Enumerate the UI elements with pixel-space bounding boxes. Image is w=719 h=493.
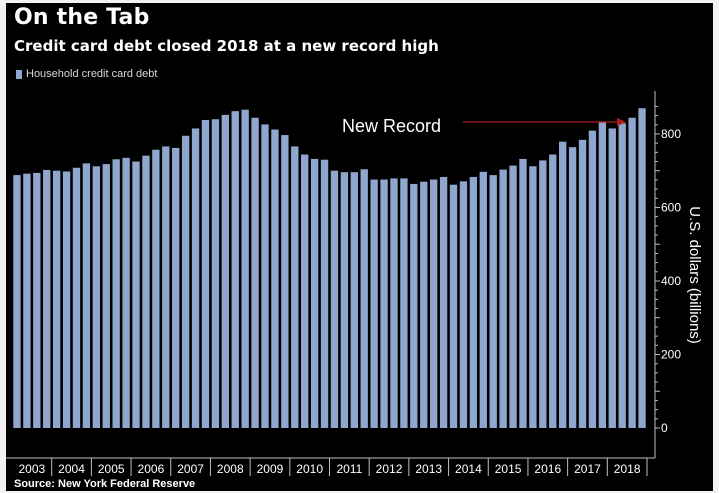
bar [400, 178, 408, 428]
bar [112, 159, 120, 428]
bar [162, 146, 170, 428]
bar [92, 166, 101, 429]
bar [568, 147, 577, 428]
bar [499, 169, 507, 428]
x-tick-label: 2012 [376, 462, 403, 476]
x-tick-label: 2006 [138, 462, 165, 476]
bar [122, 157, 130, 429]
bar [509, 165, 517, 428]
bar [261, 124, 269, 428]
bar [320, 159, 329, 429]
bar [102, 164, 110, 428]
bar [529, 166, 537, 429]
bar [350, 172, 358, 428]
legend-label: Household credit card debt [26, 68, 158, 80]
bar [201, 119, 210, 428]
bar [598, 121, 607, 429]
bar [469, 176, 478, 428]
bar [33, 172, 41, 428]
bar [142, 155, 150, 428]
annotation-arrow-head [617, 118, 626, 126]
source-note: Source: New York Federal Reserve [14, 478, 196, 490]
bar [231, 111, 239, 429]
bar [608, 128, 616, 428]
y-tick-label: 800 [661, 127, 681, 141]
bar [291, 146, 299, 428]
x-tick-label: 2004 [58, 462, 85, 476]
bar [52, 170, 61, 428]
bar [380, 179, 388, 428]
bar [172, 147, 180, 428]
bar [191, 128, 200, 428]
bar [211, 119, 220, 429]
bar [23, 173, 31, 428]
y-tick-label: 400 [661, 274, 681, 288]
x-tick-label: 2003 [18, 462, 45, 476]
bar [181, 135, 190, 428]
bar [62, 171, 71, 428]
x-tick-label: 2013 [415, 462, 442, 476]
bar [410, 183, 418, 428]
x-tick-label: 2007 [177, 462, 204, 476]
bar [132, 161, 140, 428]
bar [459, 181, 468, 428]
bar [221, 114, 229, 429]
bar [449, 184, 458, 428]
bar [72, 167, 81, 429]
bar [628, 117, 636, 428]
bar [588, 130, 597, 428]
bar [330, 170, 339, 428]
x-tick-label: 2015 [495, 462, 522, 476]
bar [618, 123, 626, 428]
chart-subtitle: Credit card debt closed 2018 at a new re… [14, 37, 439, 55]
bar [13, 175, 21, 428]
chart-frame: On the Tab Credit card debt closed 2018 … [6, 3, 713, 491]
bar [439, 176, 448, 428]
bar [271, 129, 279, 428]
legend: Household credit card debt [16, 68, 157, 80]
bar [558, 141, 567, 429]
x-tick-label: 2005 [98, 462, 125, 476]
bar [241, 109, 249, 428]
bar [370, 179, 378, 428]
legend-swatch [16, 69, 22, 79]
chart-title: On the Tab [14, 5, 150, 30]
bar [430, 179, 438, 428]
y-tick-label: 0 [661, 421, 668, 435]
x-tick-label: 2008 [217, 462, 244, 476]
bar [479, 171, 487, 428]
bar [152, 149, 160, 429]
bar [340, 172, 349, 428]
x-tick-label: 2018 [614, 462, 641, 476]
x-tick-label: 2014 [455, 462, 482, 476]
x-tick-label: 2017 [574, 462, 601, 476]
y-axis-title: U.S. dollars (billions) [686, 206, 703, 344]
bar [82, 163, 91, 428]
bar [549, 154, 557, 428]
chart-plot: 0 200 400 600 800 U.S. dollars (billions) 2003… [6, 91, 703, 476]
bar [539, 160, 547, 428]
bar [281, 135, 289, 428]
y-tick-label: 600 [661, 200, 681, 214]
bar [251, 117, 259, 428]
bar [310, 158, 319, 428]
bar [420, 181, 428, 428]
x-tick-label: 2010 [296, 462, 323, 476]
x-tick-label: 2009 [257, 462, 284, 476]
bar [489, 175, 497, 428]
x-tick-label: 2016 [534, 462, 561, 476]
bar [390, 178, 398, 428]
x-tick-label: 2011 [336, 462, 362, 476]
annotation-label: New Record [342, 116, 441, 136]
y-tick-label: 200 [661, 347, 681, 361]
bar [519, 158, 527, 428]
bar [43, 169, 51, 428]
bar [578, 139, 587, 428]
bar [301, 154, 309, 428]
bar [360, 169, 368, 429]
bar [638, 108, 646, 428]
